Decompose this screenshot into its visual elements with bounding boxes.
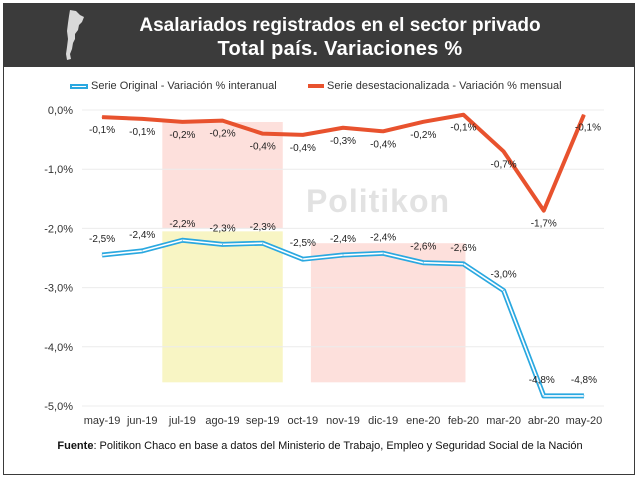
source-footer: Fuente: Politikon Chaco en base a datos …	[0, 440, 640, 452]
legend-item-original: Serie Original - Variación % interanual	[70, 80, 277, 92]
legend-label-desest: Serie desestacionalizada - Variación % m…	[327, 80, 562, 92]
source-label: Fuente	[57, 440, 94, 452]
legend-swatch-original	[70, 83, 88, 89]
chart-title: Asalariados registrados en el sector pri…	[139, 15, 541, 36]
legend-swatch-desest	[308, 84, 324, 89]
source-text: : Politikon Chaco en base a datos del Mi…	[93, 440, 583, 452]
legend-label-original: Serie Original - Variación % interanual	[91, 80, 277, 92]
chart-frame	[3, 3, 635, 475]
argentina-map-icon	[66, 10, 84, 60]
legend: Serie Original - Variación % interanual …	[70, 80, 590, 98]
header-bar	[3, 3, 635, 67]
legend-item-desest: Serie desestacionalizada - Variación % m…	[308, 80, 562, 92]
chart-subtitle: Total país. Variaciones %	[217, 38, 463, 60]
